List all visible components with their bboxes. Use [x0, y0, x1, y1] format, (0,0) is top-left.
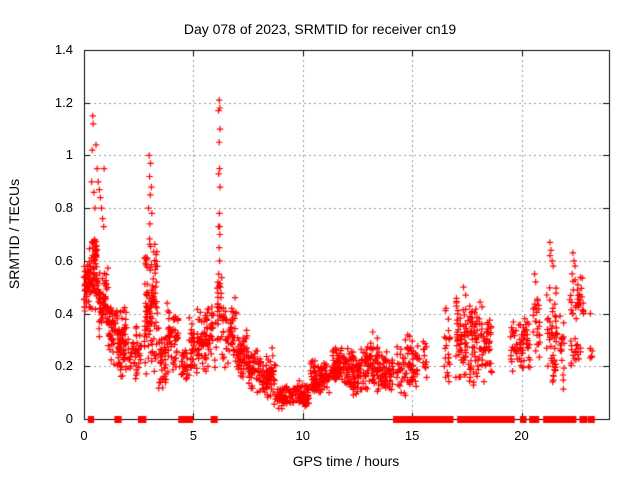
y-tick-label: 1.4: [54, 42, 73, 57]
x-tick-label: 20: [514, 428, 529, 443]
y-tick-label: 0: [65, 411, 73, 426]
x-tick-label: 15: [404, 428, 420, 443]
x-axis-label: GPS time / hours: [292, 453, 400, 469]
y-tick-label: 1: [65, 147, 73, 163]
y-tick-label: 0.6: [54, 252, 73, 268]
y-axis-label: SRMTID / TECUs: [6, 178, 22, 290]
y-tick-label: 0.8: [54, 200, 73, 216]
x-tick-label: 10: [295, 428, 310, 443]
y-tick-label: 1.2: [54, 94, 73, 110]
x-tick-label: 5: [189, 428, 197, 443]
y-tick-label: 0.4: [54, 305, 73, 321]
x-tick-label: 0: [80, 428, 88, 443]
y-tick-label: 0.2: [54, 358, 73, 374]
chart-title: Day 078 of 2023, SRMTID for receiver cn1…: [183, 21, 457, 37]
